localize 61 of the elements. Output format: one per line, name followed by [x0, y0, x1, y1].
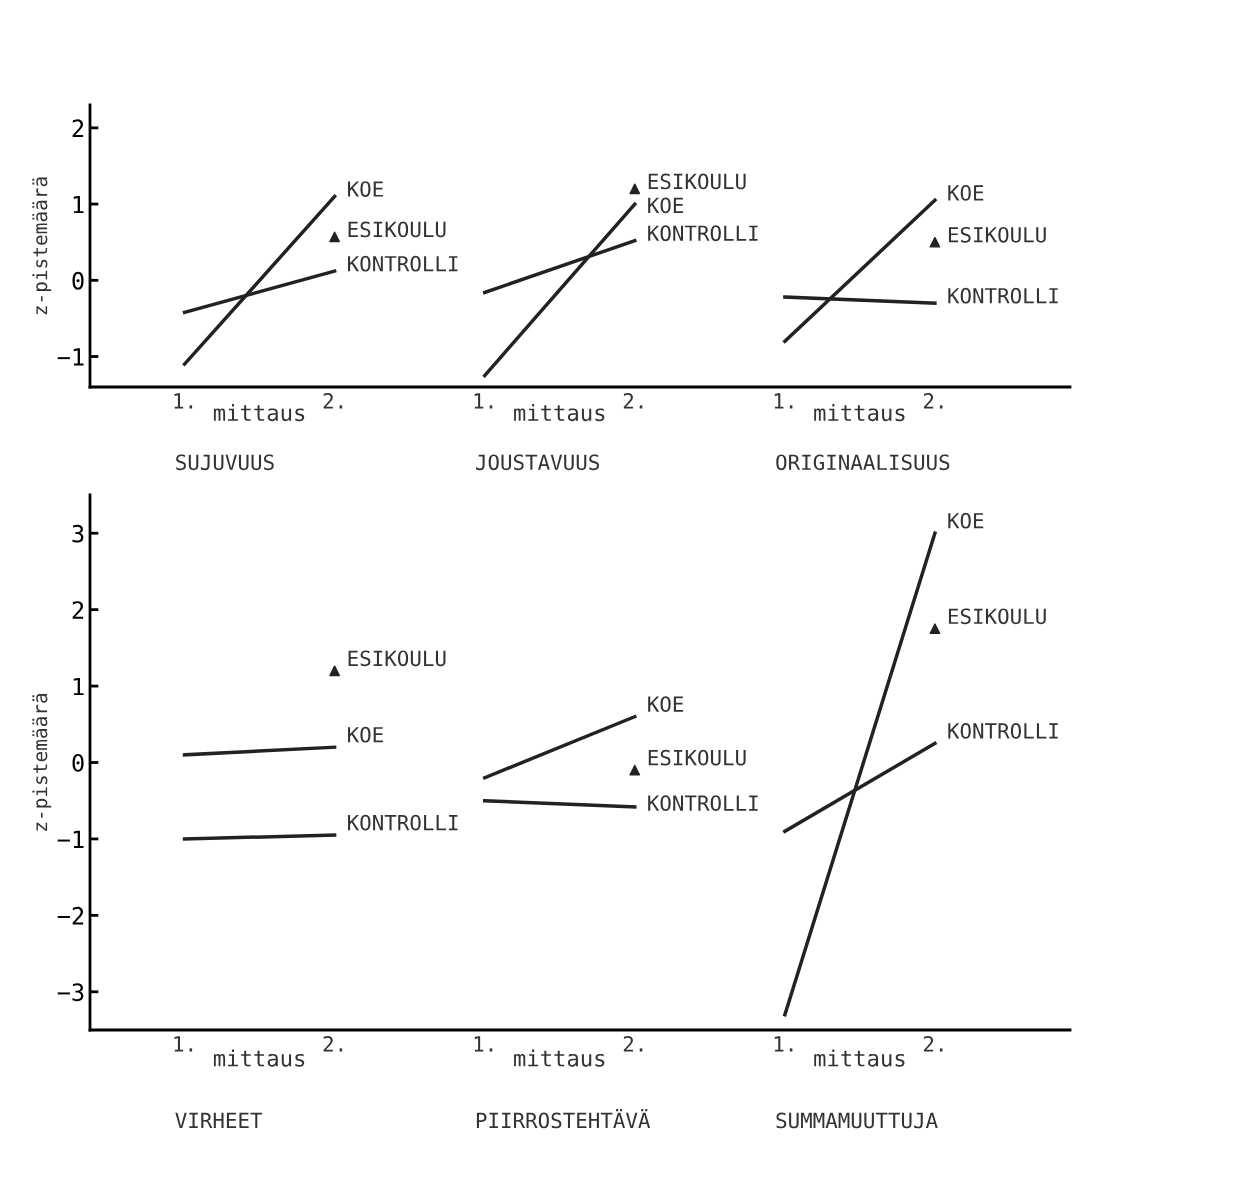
point [929, 236, 941, 248]
text: mittaus [514, 1049, 605, 1067]
series-label: KONTROLLI [348, 255, 458, 272]
x-tick-label: 2. [623, 393, 643, 409]
series-label: KONTROLLI [348, 814, 458, 831]
x-tick-label: 1. [774, 393, 793, 409]
x-axis-title: mittaus [213, 1049, 305, 1067]
point [629, 183, 641, 195]
series-label: ESIKOULU [348, 650, 446, 667]
series-label: KOE [948, 512, 984, 529]
text: PIIRROSTEHTÄVÄ [476, 1109, 651, 1129]
x-tick-label: 1. [774, 1036, 793, 1052]
y-tick-label: 1 [73, 677, 84, 696]
text: mittaus [814, 403, 905, 422]
y-tick-label: −3 [57, 983, 84, 1002]
series-label: KOE [648, 696, 684, 713]
series-label: KONTROLLI [948, 723, 1058, 739]
text: VIRHEET [175, 1112, 263, 1129]
text: SUJUVUUS [176, 454, 274, 471]
point [329, 231, 340, 243]
series-label: KOE [348, 181, 383, 197]
x-tick-label: 2. [623, 1036, 643, 1052]
y-tick-label: 2 [72, 119, 84, 137]
y-tick-label: −2 [57, 906, 84, 925]
y-tick-label: 0 [72, 754, 84, 772]
series-label: KOE [948, 184, 984, 201]
text: mittaus [814, 1049, 905, 1067]
x-tick-label: 2. [323, 1036, 343, 1052]
x-tick-label: 2. [923, 393, 943, 409]
y-tick-label: 3 [72, 524, 84, 543]
text: SUMMAMUUTTUJA [776, 1112, 938, 1129]
point [929, 623, 941, 635]
x-tick-label: 1. [474, 1036, 493, 1052]
series-label: ESIKOULU [948, 226, 1046, 243]
y-axis-title: z-pistemäärä [32, 693, 52, 831]
y-tick-label: −1 [57, 348, 84, 366]
point [329, 665, 340, 677]
x-tick-label: 1. [474, 393, 493, 409]
x-tick-label: 1. [174, 1036, 193, 1052]
series-label: KOE [648, 197, 684, 214]
series-label: KONTROLLI [648, 225, 758, 242]
series-label: KOE [348, 726, 383, 743]
series-label: ESIKOULU [348, 221, 446, 238]
x-tick-label: 1. [174, 393, 193, 409]
point [629, 764, 641, 776]
series-label: ESIKOULU [648, 749, 746, 766]
x-axis-title: mittaus [213, 403, 305, 422]
x-tick-label: 2. [923, 1036, 943, 1052]
series-label: ESIKOULU [948, 608, 1046, 625]
series-label: KONTROLLI [948, 287, 1058, 304]
y-tick-label: 0 [72, 271, 84, 290]
y-tick-label: 2 [72, 601, 84, 619]
text: mittaus [514, 403, 605, 422]
y-axis-title: z-pistemäärä [32, 177, 52, 315]
x-tick-label: 2. [323, 393, 343, 409]
y-tick-label: −1 [57, 830, 84, 848]
series-label: KONTROLLI [648, 795, 758, 812]
y-tick-label: 1 [73, 195, 84, 214]
text: JOUSTAVUUS [476, 454, 599, 471]
series-label: ESIKOULU [648, 173, 746, 190]
text: ORIGINAALISUUS [776, 454, 950, 471]
